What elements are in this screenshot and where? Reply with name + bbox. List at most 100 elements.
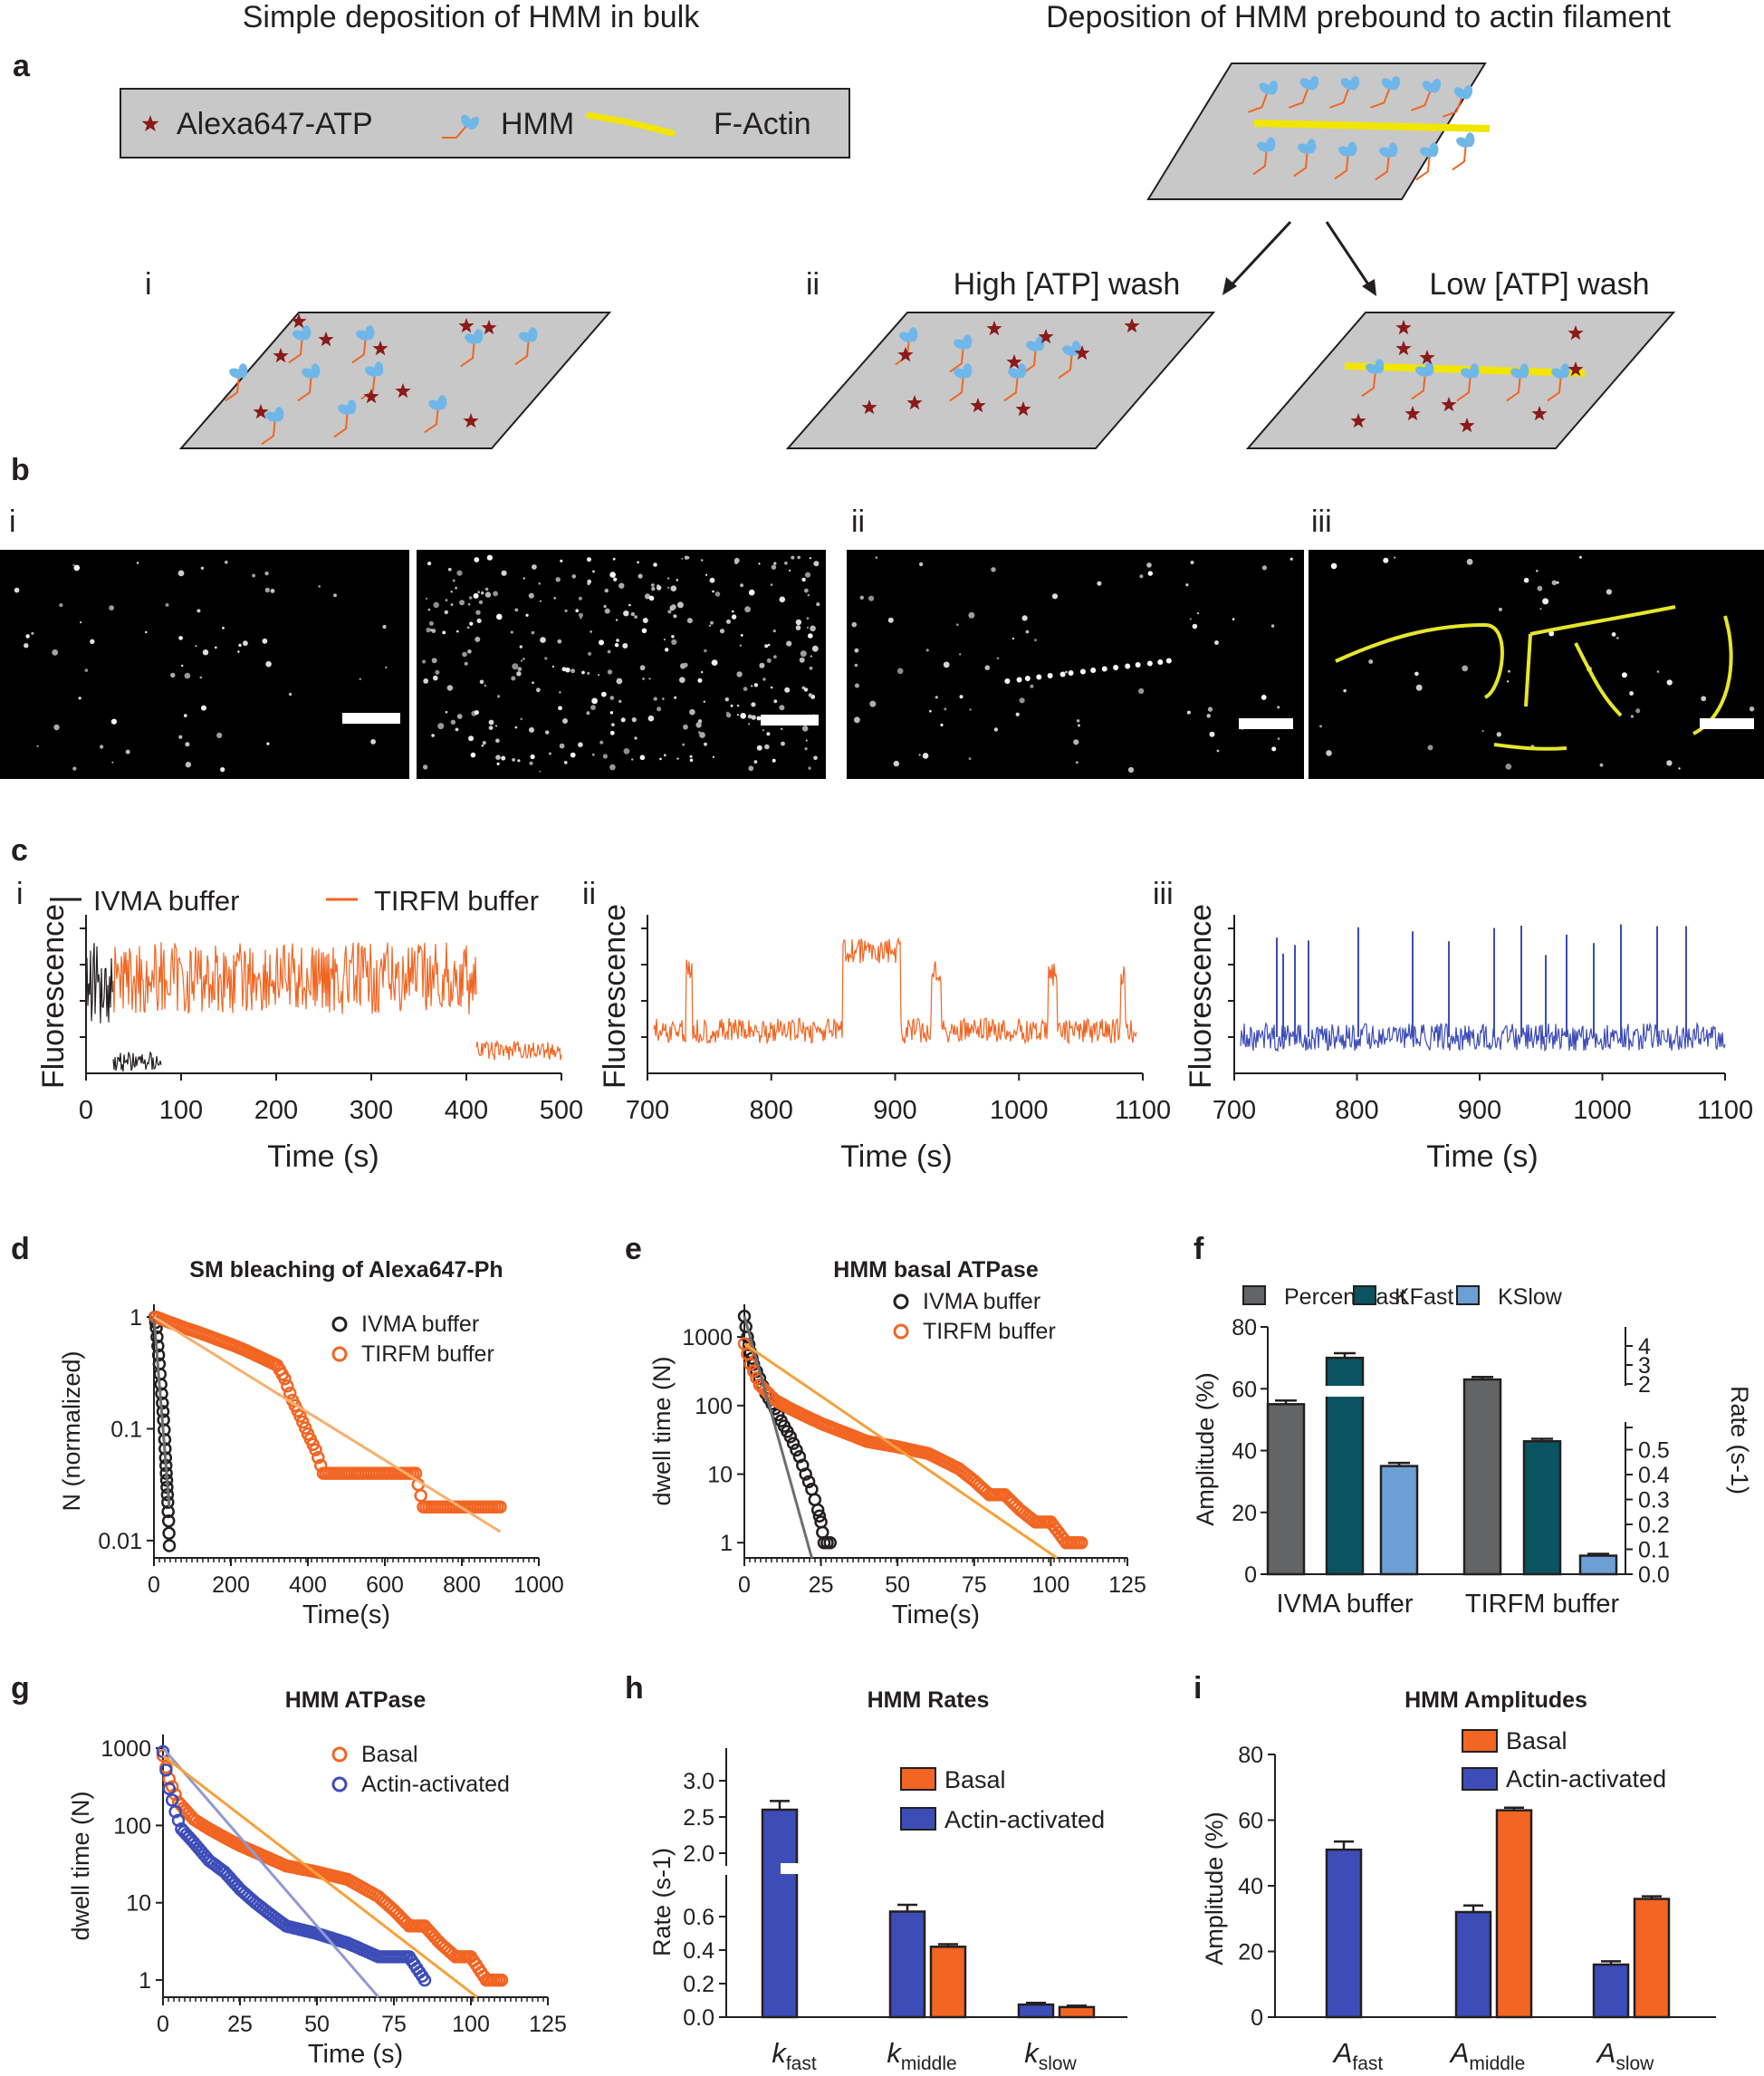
data-point [414,1489,427,1503]
fluorescent-spot [1186,710,1191,715]
fit-line [152,1316,171,1507]
fluorescent-spot [698,731,701,734]
fluorescent-spot [445,710,448,714]
data-point [161,1514,176,1528]
tirfm-trace [475,1040,562,1062]
actin-filament-5 [1493,743,1567,751]
fluorescent-spot [1330,562,1337,570]
fluorescent-spot [623,748,630,754]
fluorescent-spot [670,585,677,591]
fluorescent-spot [740,583,743,588]
fluorescent-spot [642,618,648,623]
scale-bar-3 [1239,718,1293,729]
bar [1522,1440,1562,1576]
fluorescent-spot [730,704,733,707]
x-tick-label: 75 [381,2012,407,2037]
actin-filament-3 [1574,642,1623,717]
fluorescent-spot [609,696,615,700]
x-tick-label: 1000 [1573,1096,1632,1125]
fluorescent-spot [705,573,708,576]
fluorescent-spot [1270,624,1275,628]
fluorescent-spot [631,758,634,761]
fluorescent-spot [450,719,456,725]
fluorescent-spot [288,692,292,697]
fluorescent-spot [753,683,759,687]
fluorescent-spot [1383,557,1389,563]
fluorescent-spot [553,597,556,600]
fluorescent-spot [178,636,183,640]
chart-title: HMM ATPase [285,1687,427,1713]
fluorescent-spot [959,653,962,656]
y-tick-label: 80 [1232,1315,1257,1341]
fluorescent-spot [681,557,684,560]
fluorescent-spot [591,753,595,756]
fluorescent-spot [689,708,695,716]
fluorescent-spot [99,745,104,749]
y-axis-label: Rate (s-1) [648,1848,676,1956]
legend-marker [331,1316,348,1332]
fluorescent-spot [1059,671,1066,678]
y-tick-label: 1 [139,1968,151,1994]
fluorescent-spot [784,687,791,693]
fluorescent-spot [501,570,507,576]
x-tick-label: 400 [445,1096,488,1125]
x-tick-label: 800 [443,1572,481,1598]
fluorescent-spot [770,583,773,586]
fluorescent-spot [887,617,894,623]
fluorescent-spot [810,625,816,632]
panel-letter-d: d [11,1232,30,1266]
fluorescent-spot [484,684,487,687]
fluorescent-spot [644,593,651,600]
fluorescent-spot [1190,561,1194,564]
fluorescent-spot [653,562,657,567]
data-point [816,1525,829,1540]
x-tick-label: 1000 [990,1096,1049,1125]
fluorescent-spot [616,678,623,685]
fluorescent-spot [1611,632,1616,637]
fluorescent-spot [710,620,714,625]
data-point [278,1372,292,1386]
fluorescent-spot [181,664,184,668]
y-tick-label: 60 [1232,1377,1257,1402]
fluorescent-spot [676,579,679,581]
x-tick-label: 100 [452,2012,490,2037]
fluorescent-spot [185,742,190,747]
fluorescent-spot [756,745,762,751]
fluorescent-spot [517,667,522,672]
fluorescent-spot [935,696,938,699]
data-point [783,1430,798,1444]
fluorescent-spot [450,603,454,606]
legend-marker [331,1776,348,1792]
fluorescent-spot [591,697,598,705]
ivma-trace [86,943,114,1024]
fluorescent-spot [136,562,139,564]
bar [1495,1809,1533,2019]
fluorescent-spot [1548,630,1555,637]
fluorescent-spot [634,736,638,740]
fluorescent-spot [125,749,130,754]
data-point [159,1764,173,1777]
fluorescent-spot [969,708,972,711]
fluorescent-spot [588,651,592,656]
fluorescent-spot [944,707,947,711]
fluorescent-spot [565,667,570,673]
fluorescent-spot [784,561,788,565]
fluorescent-spot [959,695,963,699]
y-tick-label-right: 4 [1638,1334,1651,1360]
x-category-label: kmiddle [887,2037,956,2074]
chart-title: HMM Amplitudes [1404,1687,1587,1713]
x-tick-label: 0 [79,1096,93,1125]
fluorescent-spot [708,624,712,627]
fluorescent-spot [220,767,225,773]
y-tick-label-right: 0.5 [1638,1438,1670,1464]
fluorescent-spot [1749,706,1755,712]
fluorescent-spot [446,685,454,691]
x-tick-label: 900 [1458,1096,1501,1125]
fluorescent-spot [925,649,929,652]
fluorescent-spot [676,601,684,609]
fluorescent-spot [422,659,427,664]
data-point [823,1535,838,1550]
fluorescent-spot [452,579,455,582]
x-tick-label: 100 [159,1096,203,1125]
fluorescent-spot [1004,678,1011,684]
